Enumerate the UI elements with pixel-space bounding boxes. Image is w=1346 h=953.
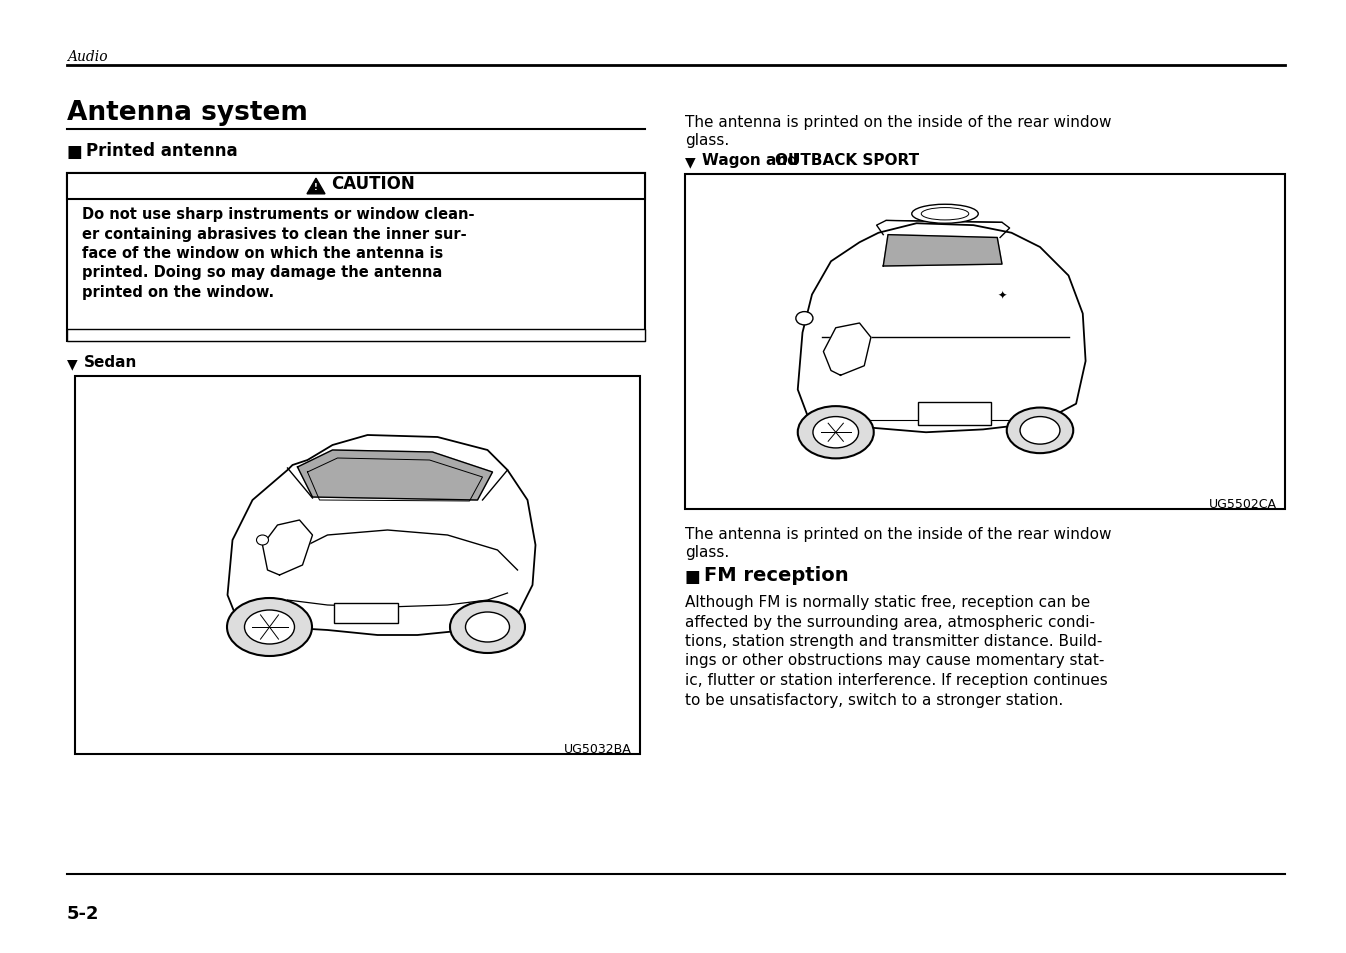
Ellipse shape (1020, 417, 1059, 445)
Text: OUTBACK SPORT: OUTBACK SPORT (775, 152, 919, 168)
Bar (685, 174, 1285, 510)
Polygon shape (227, 436, 536, 636)
Text: The antenna is printed on the inside of the rear window: The antenna is printed on the inside of … (685, 526, 1112, 541)
Text: CAUTION: CAUTION (331, 174, 415, 193)
Polygon shape (307, 179, 324, 194)
Ellipse shape (795, 313, 813, 326)
Text: printed on the window.: printed on the window. (82, 285, 275, 299)
Ellipse shape (798, 407, 874, 459)
Text: ■: ■ (685, 567, 701, 585)
Text: ic, flutter or station interference. If reception continues: ic, flutter or station interference. If … (685, 672, 1108, 687)
Bar (918, 402, 991, 425)
Ellipse shape (227, 598, 312, 657)
Text: The antenna is printed on the inside of the rear window: The antenna is printed on the inside of … (685, 115, 1112, 130)
Polygon shape (798, 224, 1086, 433)
Text: UG5502CA: UG5502CA (1209, 497, 1277, 511)
Ellipse shape (911, 205, 979, 224)
Text: affected by the surrounding area, atmospheric condi-: affected by the surrounding area, atmosp… (685, 614, 1096, 629)
Text: ings or other obstructions may cause momentary stat-: ings or other obstructions may cause mom… (685, 653, 1104, 668)
Text: Wagon and: Wagon and (703, 152, 804, 168)
Ellipse shape (257, 536, 268, 545)
Bar (75, 376, 639, 754)
Text: !: ! (314, 183, 318, 193)
Text: 5-2: 5-2 (67, 904, 100, 923)
Ellipse shape (450, 601, 525, 654)
Text: glass.: glass. (685, 544, 730, 559)
Bar (334, 603, 397, 623)
Ellipse shape (921, 209, 969, 221)
Ellipse shape (1007, 408, 1073, 454)
Text: FM reception: FM reception (704, 565, 848, 584)
Text: Do not use sharp instruments or window clean-: Do not use sharp instruments or window c… (82, 207, 475, 222)
Text: Printed antenna: Printed antenna (86, 142, 238, 160)
Text: Sedan: Sedan (83, 355, 137, 370)
Text: ■: ■ (67, 143, 82, 161)
Text: to be unsatisfactory, switch to a stronger station.: to be unsatisfactory, switch to a strong… (685, 692, 1063, 707)
Text: ▼: ▼ (685, 154, 696, 169)
Polygon shape (883, 235, 1001, 267)
Text: er containing abrasives to clean the inner sur-: er containing abrasives to clean the inn… (82, 226, 467, 241)
Text: ▼: ▼ (67, 356, 78, 371)
Text: glass.: glass. (685, 132, 730, 148)
Text: Although FM is normally static free, reception can be: Although FM is normally static free, rec… (685, 595, 1090, 609)
Polygon shape (297, 451, 493, 500)
Text: UG5032BA: UG5032BA (564, 742, 633, 755)
Polygon shape (262, 520, 312, 576)
Ellipse shape (466, 613, 510, 642)
Text: Antenna system: Antenna system (67, 100, 308, 126)
Bar (67, 330, 645, 341)
Ellipse shape (813, 417, 859, 449)
Polygon shape (824, 324, 871, 375)
Text: printed. Doing so may damage the antenna: printed. Doing so may damage the antenna (82, 265, 443, 280)
Bar (67, 173, 645, 341)
Text: ✦: ✦ (997, 291, 1007, 300)
Ellipse shape (245, 610, 295, 644)
Text: face of the window on which the antenna is: face of the window on which the antenna … (82, 246, 443, 261)
Bar (67, 173, 645, 200)
Text: Audio: Audio (67, 50, 108, 64)
Text: tions, station strength and transmitter distance. Build-: tions, station strength and transmitter … (685, 634, 1102, 648)
